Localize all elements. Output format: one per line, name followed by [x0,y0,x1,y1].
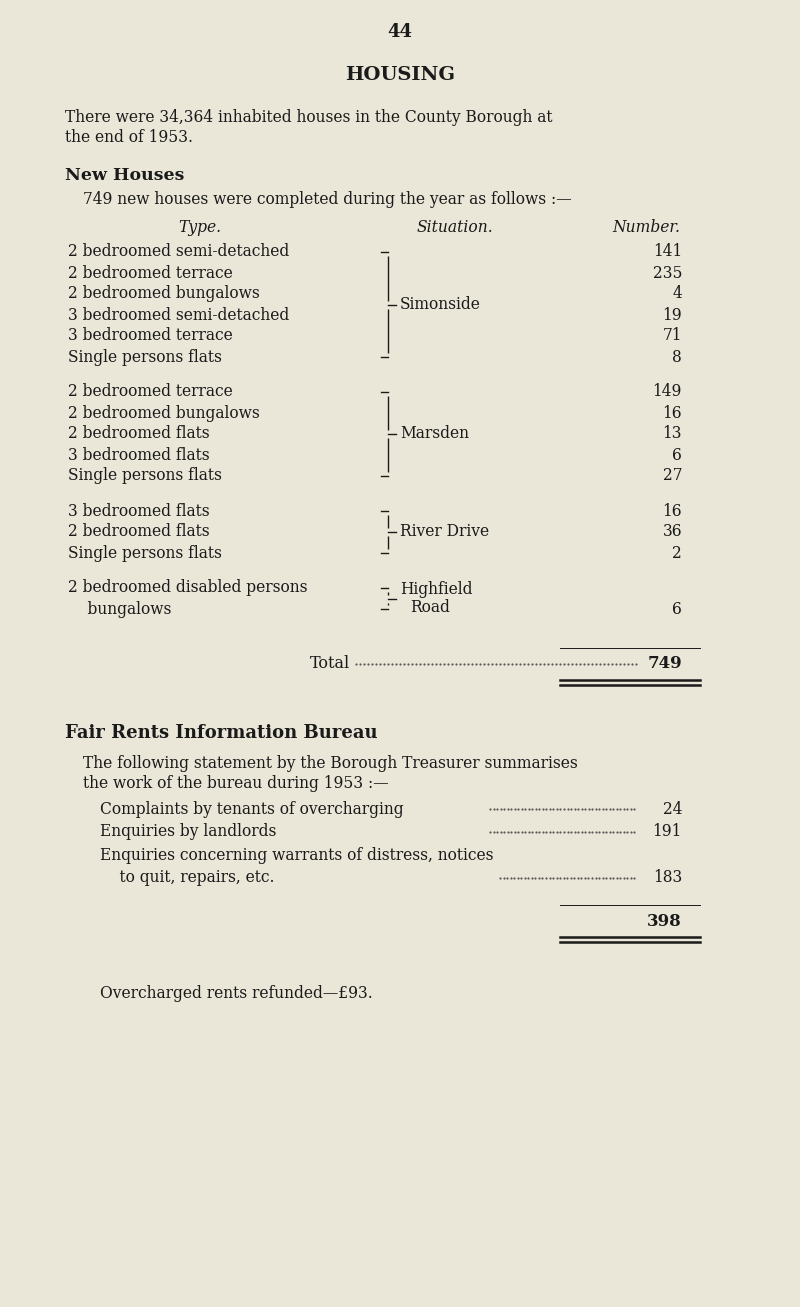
Text: 3 bedroomed semi-detached: 3 bedroomed semi-detached [68,307,290,324]
Text: 398: 398 [647,912,682,929]
Text: 2 bedroomed semi-detached: 2 bedroomed semi-detached [68,243,290,260]
Text: Overcharged rents refunded—£93.: Overcharged rents refunded—£93. [100,985,373,1002]
Text: 2 bedroomed terrace: 2 bedroomed terrace [68,383,233,400]
Text: Single persons flats: Single persons flats [68,545,222,562]
Text: 8: 8 [672,349,682,366]
Text: Road: Road [410,599,450,616]
Text: 6: 6 [672,600,682,617]
Text: bungalows: bungalows [68,600,171,617]
Text: 16: 16 [662,404,682,421]
Text: the end of 1953.: the end of 1953. [65,129,193,146]
Text: Total: Total [310,656,350,673]
Text: HOUSING: HOUSING [345,65,455,84]
Text: 749 new houses were completed during the year as follows :—: 749 new houses were completed during the… [83,192,572,209]
Text: Enquiries concerning warrants of distress, notices: Enquiries concerning warrants of distres… [100,847,494,864]
Text: 2 bedroomed bungalows: 2 bedroomed bungalows [68,404,260,421]
Text: 19: 19 [662,307,682,324]
Text: 141: 141 [653,243,682,260]
Text: River Drive: River Drive [400,524,489,541]
Text: 3 bedroomed flats: 3 bedroomed flats [68,502,210,519]
Text: There were 34,364 inhabited houses in the County Borough at: There were 34,364 inhabited houses in th… [65,110,553,127]
Text: Highfield: Highfield [400,582,473,599]
Text: 3 bedroomed terrace: 3 bedroomed terrace [68,328,233,345]
Text: 2 bedroomed flats: 2 bedroomed flats [68,426,210,443]
Text: 44: 44 [387,24,413,41]
Text: 4: 4 [672,285,682,302]
Text: 191: 191 [653,823,682,840]
Text: 149: 149 [653,383,682,400]
Text: New Houses: New Houses [65,166,184,183]
Text: Single persons flats: Single persons flats [68,468,222,485]
Text: Marsden: Marsden [400,426,469,443]
Text: Type.: Type. [178,220,222,237]
Text: Complaints by tenants of overcharging: Complaints by tenants of overcharging [100,800,404,817]
Text: Enquiries by landlords: Enquiries by landlords [100,823,276,840]
Text: 749: 749 [647,656,682,673]
Text: Simonside: Simonside [400,295,481,312]
Text: to quit, repairs, etc.: to quit, repairs, etc. [100,869,274,886]
Text: the work of the bureau during 1953 :—: the work of the bureau during 1953 :— [83,775,389,792]
Text: 183: 183 [653,869,682,886]
Text: Situation.: Situation. [417,220,494,237]
Text: 2 bedroomed terrace: 2 bedroomed terrace [68,264,233,281]
Text: The following statement by the Borough Treasurer summarises: The following statement by the Borough T… [83,754,578,771]
Text: Fair Rents Information Bureau: Fair Rents Information Bureau [65,724,378,742]
Text: 235: 235 [653,264,682,281]
Text: 3 bedroomed flats: 3 bedroomed flats [68,447,210,464]
Text: 16: 16 [662,502,682,519]
Text: 2 bedroomed disabled persons: 2 bedroomed disabled persons [68,579,307,596]
Text: Number.: Number. [612,220,680,237]
Text: 13: 13 [662,426,682,443]
Text: Single persons flats: Single persons flats [68,349,222,366]
Text: 24: 24 [662,800,682,817]
Text: 2 bedroomed flats: 2 bedroomed flats [68,524,210,541]
Text: 2: 2 [672,545,682,562]
Text: 36: 36 [662,524,682,541]
Text: 2 bedroomed bungalows: 2 bedroomed bungalows [68,285,260,302]
Text: 6: 6 [672,447,682,464]
Text: 71: 71 [662,328,682,345]
Text: 27: 27 [662,468,682,485]
